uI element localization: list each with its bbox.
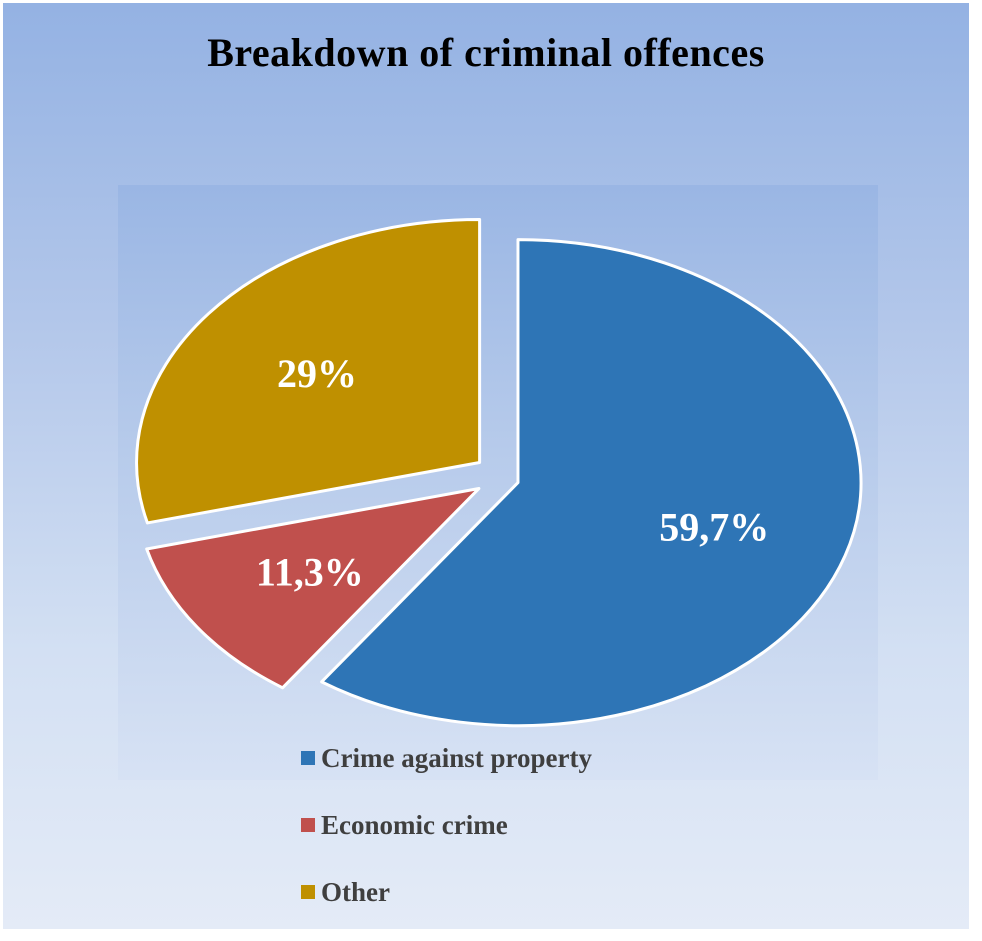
legend-swatch — [301, 818, 315, 832]
pie-slice-economic-crime — [145, 487, 481, 690]
pie-slice-crime-against-property — [320, 238, 863, 728]
slice-label-crime-against-property: 59,7% — [659, 504, 769, 549]
legend-swatch — [301, 751, 315, 765]
pie-slice-other — [135, 218, 482, 525]
chart-area: Breakdown of criminal offences 59,7% 11,3… — [3, 3, 969, 929]
legend-label: Other — [321, 876, 390, 907]
slice-label-other: 29% — [277, 351, 357, 396]
legend-item-economic-crime: Economic crime — [301, 807, 592, 843]
chart-title: Breakdown of criminal offences — [207, 30, 765, 75]
slice-label-economic-crime: 11,3% — [256, 550, 364, 595]
legend-swatch — [301, 885, 315, 899]
legend-item-crime-against-property: Crime against property — [301, 740, 592, 776]
legend-label: Crime against property — [321, 742, 592, 773]
legend-item-other: Other — [301, 874, 592, 910]
legend-label: Economic crime — [321, 809, 508, 840]
legend: Crime against property Economic crime Othe… — [301, 740, 592, 941]
pie-chart: 59,7% 11,3% 29% — [135, 218, 863, 728]
